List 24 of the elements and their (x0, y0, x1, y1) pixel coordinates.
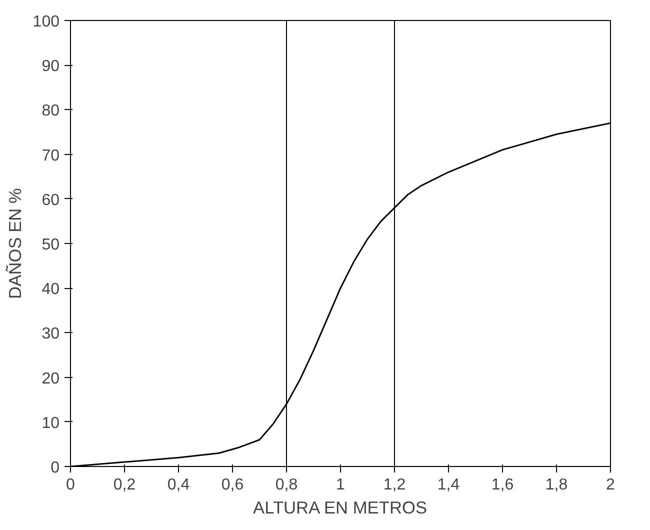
y-tick-label: 90 (42, 58, 60, 76)
y-tick-label: 40 (42, 281, 60, 298)
y-tick-label: 80 (42, 102, 60, 120)
y-tick-label: 70 (42, 147, 60, 164)
y-tick-label: 0 (50, 460, 60, 476)
x-tick-label: 1,4 (437, 476, 460, 494)
x-tick-label: 1,2 (383, 476, 406, 494)
x-tick-label: 2 (606, 476, 616, 494)
y-tick-label: 100 (32, 14, 60, 30)
x-axis-title: ALTURA EN METROS (253, 498, 427, 518)
x-tick-label: 1,6 (491, 476, 514, 494)
y-tick-label: 60 (42, 192, 60, 209)
y-tick-label: 30 (42, 326, 60, 343)
x-tick-label: 0,6 (221, 476, 244, 494)
x-tick-label: 0,4 (167, 476, 190, 494)
x-tick-label: 0,2 (113, 476, 136, 494)
y-tick-label: 20 (42, 370, 60, 388)
y-tick-label: 10 (42, 414, 60, 432)
x-tick-label: 0,8 (275, 476, 298, 494)
y-axis-title: DAÑOS EN % (4, 188, 25, 299)
y-tick-label: 50 (42, 236, 60, 254)
x-tick-label: 1,8 (545, 476, 568, 494)
x-tick-label: 1 (336, 476, 346, 494)
x-tick-label: 0 (66, 476, 76, 494)
